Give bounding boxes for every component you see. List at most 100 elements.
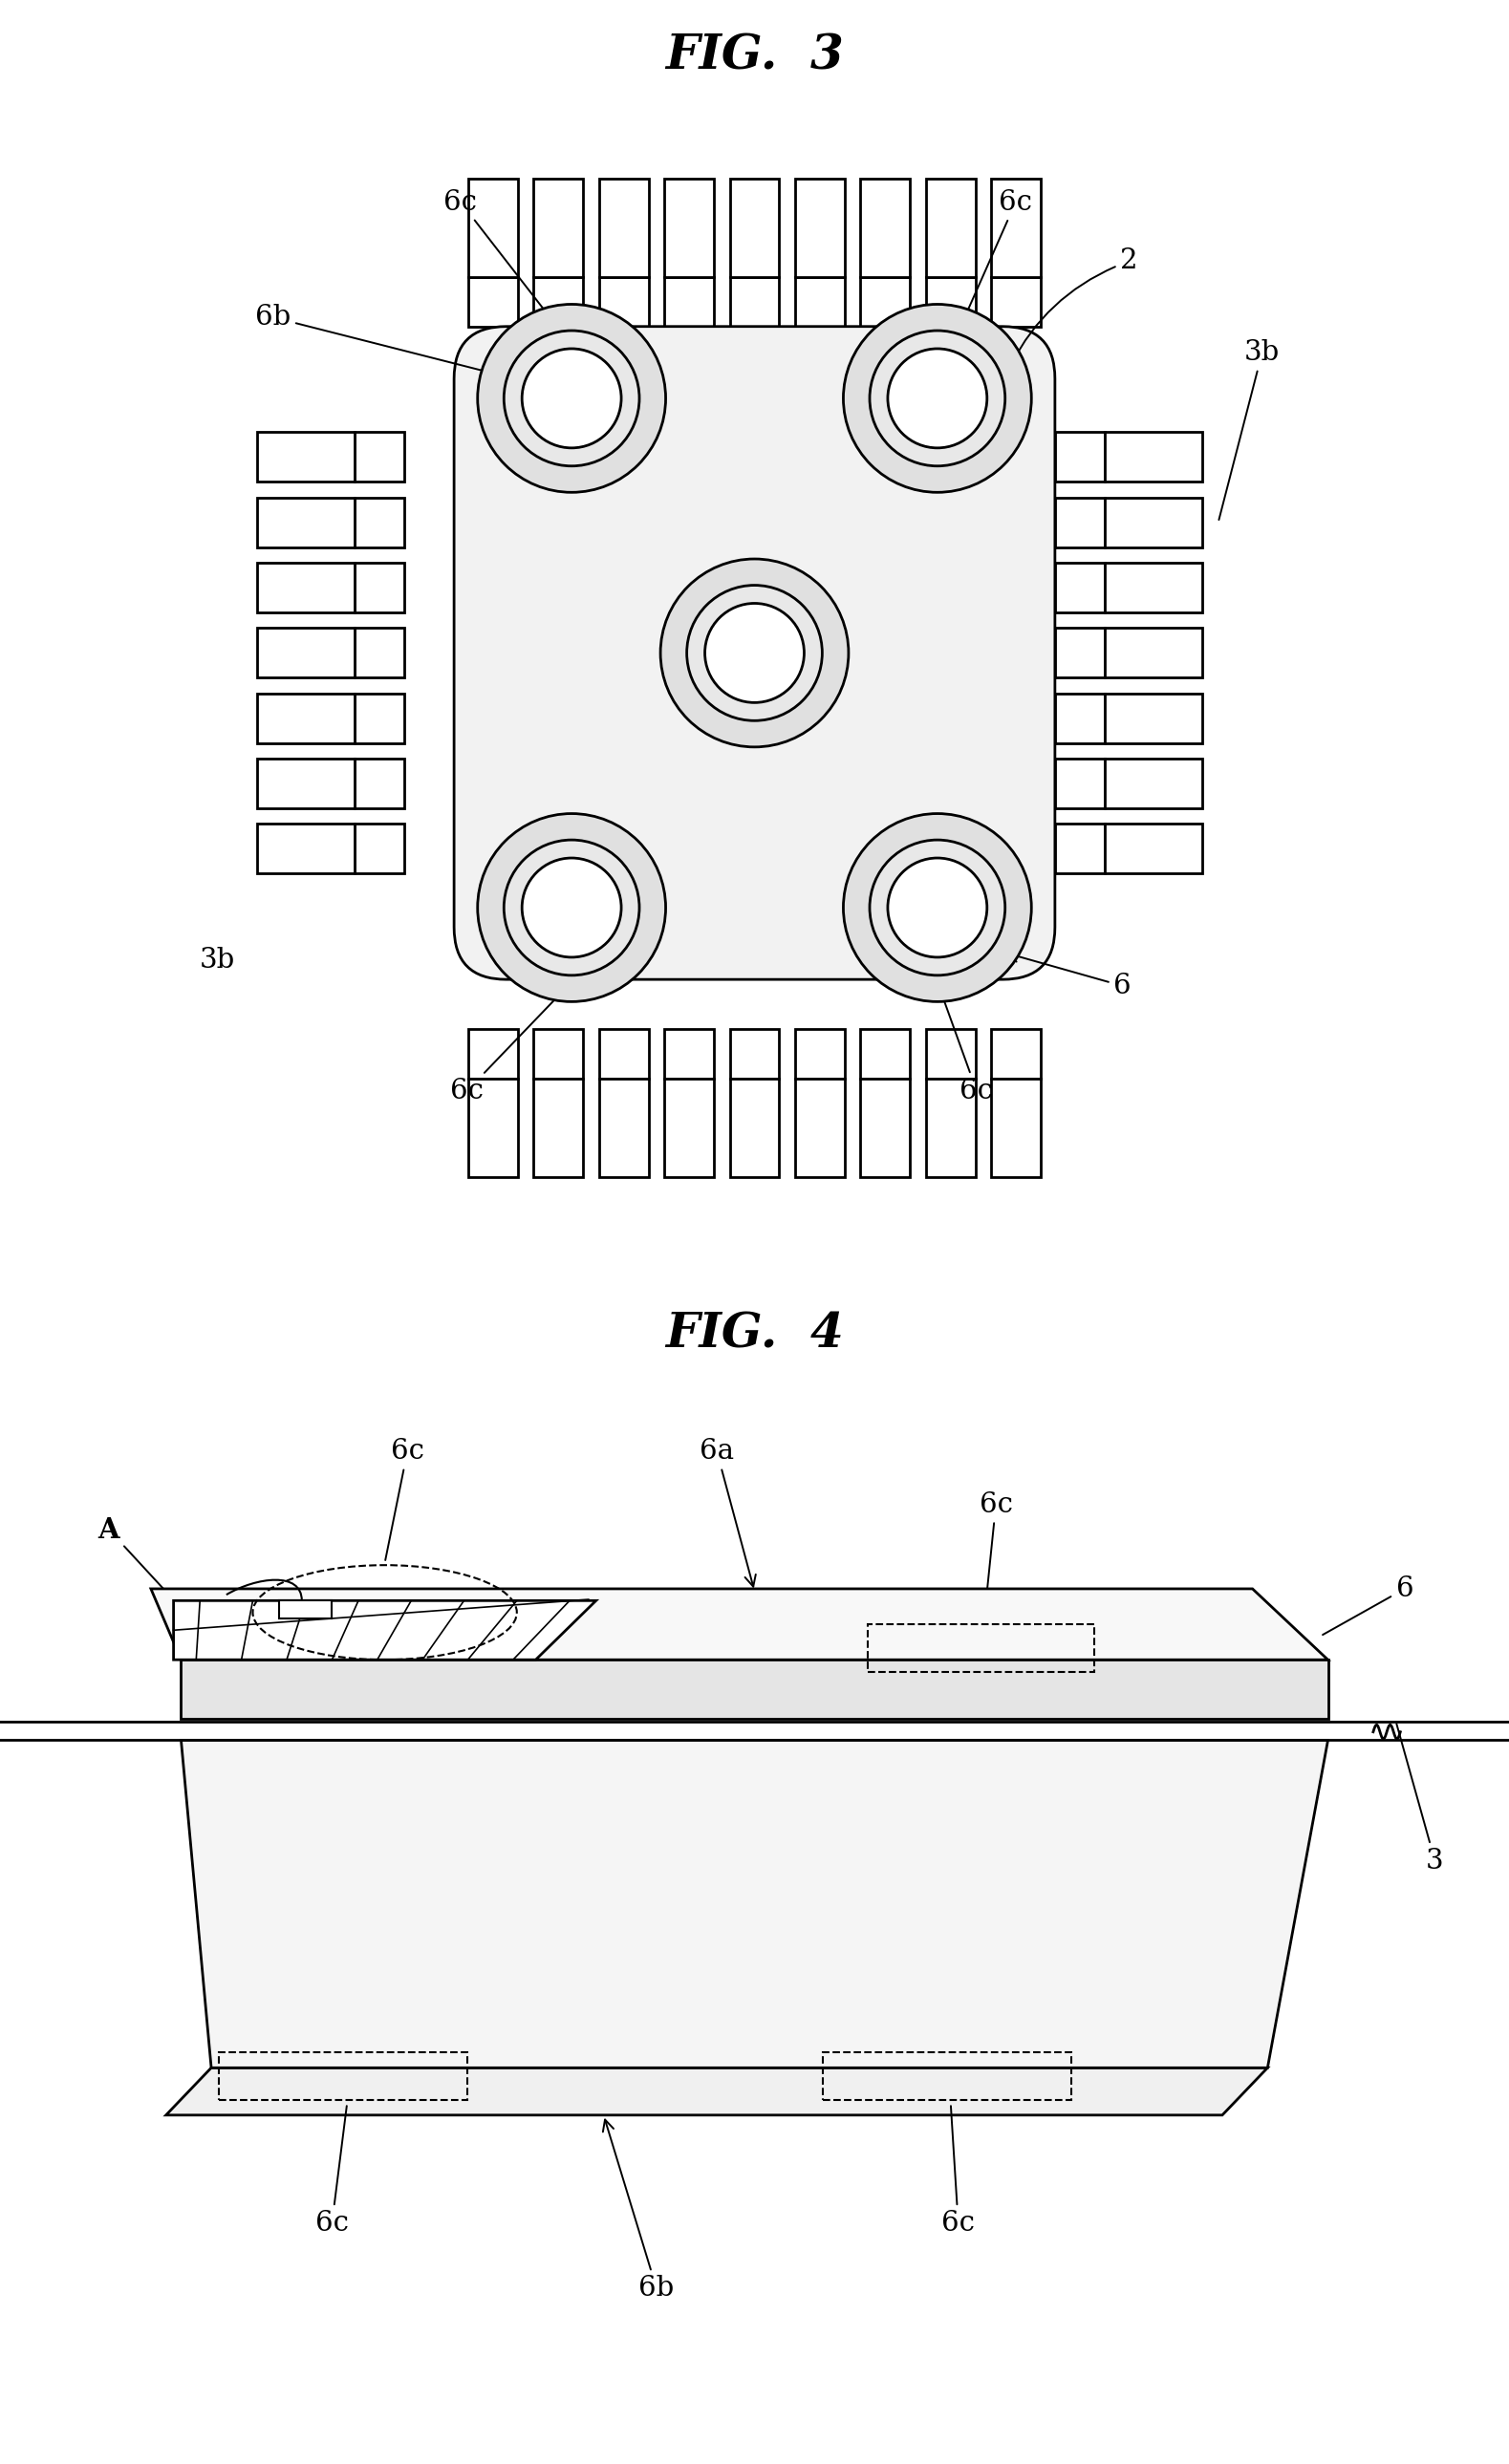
Text: 6a: 6a	[700, 1439, 756, 1587]
Text: 6c: 6c	[315, 2107, 349, 2237]
Circle shape	[504, 330, 640, 466]
Text: 6c: 6c	[444, 190, 551, 318]
Circle shape	[504, 840, 640, 976]
Bar	[355, 692, 404, 744]
Polygon shape	[181, 1661, 1328, 1720]
Text: 6c: 6c	[385, 1439, 424, 1560]
Bar	[1055, 431, 1105, 483]
Bar	[664, 276, 714, 325]
Polygon shape	[181, 1740, 1328, 2067]
Bar	[730, 1030, 779, 1079]
Text: 6c: 6c	[942, 2107, 975, 2237]
Bar	[1055, 562, 1105, 614]
Bar	[468, 1079, 518, 1178]
Bar	[1055, 498, 1105, 547]
Text: 6b: 6b	[604, 2119, 675, 2301]
Bar	[991, 1079, 1041, 1178]
Bar	[279, 1602, 332, 1619]
Bar	[860, 276, 910, 325]
Bar	[795, 1079, 845, 1178]
Text: 3b: 3b	[1219, 340, 1280, 520]
Bar	[795, 276, 845, 325]
Circle shape	[477, 813, 665, 1003]
Text: A: A	[98, 1515, 193, 1621]
Bar	[730, 1079, 779, 1178]
Text: 6c: 6c	[964, 190, 1032, 318]
Bar	[730, 180, 779, 276]
Bar	[925, 1079, 975, 1178]
Bar	[257, 759, 355, 808]
Text: 3: 3	[1396, 1725, 1444, 1875]
Circle shape	[661, 559, 848, 747]
Text: 6: 6	[1007, 951, 1132, 1000]
Bar	[468, 276, 518, 325]
Text: 6c: 6c	[939, 986, 993, 1104]
Bar	[355, 628, 404, 678]
Bar	[257, 628, 355, 678]
Bar	[664, 180, 714, 276]
Bar	[257, 562, 355, 614]
Text: 3b: 3b	[199, 946, 235, 973]
Bar	[1055, 823, 1105, 875]
Circle shape	[477, 303, 665, 493]
Bar	[860, 1079, 910, 1178]
Bar	[795, 1030, 845, 1079]
Bar	[1105, 628, 1203, 678]
Bar	[991, 180, 1041, 276]
Bar	[925, 276, 975, 325]
Bar	[534, 276, 584, 325]
Bar	[860, 180, 910, 276]
Bar	[599, 1030, 649, 1079]
Bar	[925, 180, 975, 276]
Text: 6b: 6b	[255, 303, 525, 384]
Bar	[1105, 823, 1203, 875]
Polygon shape	[151, 1589, 1328, 1661]
Bar	[257, 498, 355, 547]
Bar	[1105, 759, 1203, 808]
Circle shape	[705, 604, 804, 702]
Circle shape	[869, 840, 1005, 976]
Bar	[1105, 562, 1203, 614]
Bar	[355, 759, 404, 808]
Bar	[599, 276, 649, 325]
Text: 6c: 6c	[450, 983, 570, 1104]
Circle shape	[522, 857, 622, 956]
Circle shape	[687, 586, 822, 719]
Circle shape	[844, 813, 1032, 1003]
Bar	[355, 498, 404, 547]
Bar	[534, 1079, 584, 1178]
Polygon shape	[166, 2067, 1268, 2114]
Bar	[257, 823, 355, 875]
Bar	[468, 1030, 518, 1079]
Bar	[355, 823, 404, 875]
Bar	[599, 180, 649, 276]
Bar	[257, 431, 355, 483]
Text: 6: 6	[1323, 1574, 1414, 1634]
Bar	[925, 1030, 975, 1079]
Bar	[355, 562, 404, 614]
Text: FIG.  4: FIG. 4	[665, 1311, 844, 1358]
Circle shape	[869, 330, 1005, 466]
Bar	[730, 276, 779, 325]
Bar	[1105, 692, 1203, 744]
Bar	[257, 692, 355, 744]
Circle shape	[887, 350, 987, 448]
Bar	[468, 180, 518, 276]
Bar	[534, 180, 584, 276]
Bar	[355, 431, 404, 483]
Bar	[795, 180, 845, 276]
Text: 6c: 6c	[979, 1491, 1013, 1619]
Bar	[664, 1030, 714, 1079]
Bar	[664, 1079, 714, 1178]
Bar	[1105, 498, 1203, 547]
Bar	[1055, 692, 1105, 744]
Bar	[991, 1030, 1041, 1079]
Circle shape	[844, 303, 1032, 493]
Bar	[860, 1030, 910, 1079]
Text: FIG.  3: FIG. 3	[665, 32, 844, 79]
FancyBboxPatch shape	[454, 325, 1055, 981]
Circle shape	[522, 350, 622, 448]
Bar	[1055, 628, 1105, 678]
Bar	[534, 1030, 584, 1079]
Text: 2: 2	[1011, 249, 1138, 365]
